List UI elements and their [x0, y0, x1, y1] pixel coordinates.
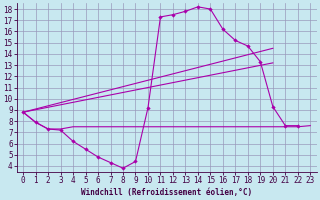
X-axis label: Windchill (Refroidissement éolien,°C): Windchill (Refroidissement éolien,°C)	[81, 188, 252, 197]
